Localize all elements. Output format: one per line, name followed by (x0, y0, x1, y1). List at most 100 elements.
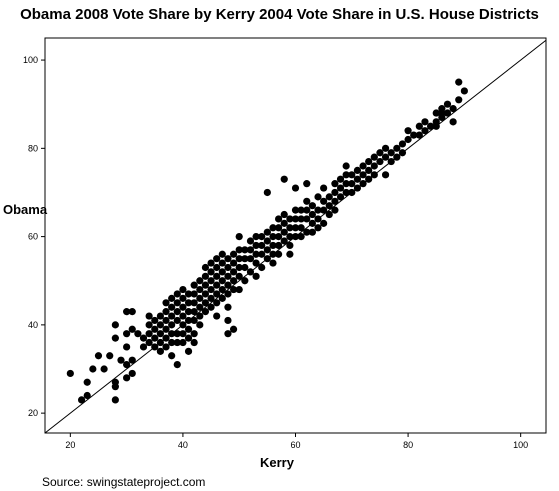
data-point (179, 330, 187, 338)
data-point (207, 277, 215, 285)
data-point (353, 175, 362, 183)
data-point (229, 277, 238, 285)
data-point (381, 171, 390, 179)
y-tick-label: 100 (23, 55, 38, 65)
data-point (303, 215, 311, 223)
data-point (286, 241, 294, 250)
x-tick-label: 80 (403, 440, 413, 450)
data-point (342, 188, 350, 197)
data-point (308, 219, 316, 227)
data-point (336, 175, 345, 183)
data-point (432, 122, 440, 130)
data-point (224, 290, 232, 298)
data-point (207, 294, 215, 302)
data-point (229, 325, 238, 333)
data-point (269, 224, 277, 232)
data-point (348, 171, 356, 179)
data-point (365, 175, 373, 183)
data-point (196, 321, 204, 329)
data-point (398, 149, 407, 157)
data-point (139, 334, 148, 342)
data-point (449, 105, 457, 113)
data-point (331, 188, 339, 197)
data-point (201, 281, 210, 289)
data-point (460, 87, 468, 95)
data-point (156, 330, 164, 338)
data-point (184, 347, 193, 355)
data-point (348, 188, 356, 197)
data-point (184, 325, 193, 333)
data-point (123, 360, 131, 369)
data-point (252, 233, 260, 241)
data-point (213, 299, 221, 307)
data-point (235, 285, 243, 294)
data-point (190, 299, 198, 307)
data-point (314, 215, 322, 223)
source-note: Source: swingstateproject.com (42, 475, 206, 489)
data-point (179, 285, 187, 294)
data-point (218, 259, 226, 267)
data-point (359, 180, 367, 188)
data-point (207, 268, 215, 276)
chart-title: Obama 2008 Vote Share by Kerry 2004 Vote… (20, 6, 539, 23)
data-point (359, 162, 367, 170)
data-point (370, 162, 378, 170)
data-point (168, 303, 176, 311)
data-point (241, 277, 249, 285)
data-point (275, 224, 283, 232)
data-point (376, 149, 384, 157)
data-point (196, 294, 204, 302)
data-point (184, 290, 193, 298)
data-point (151, 325, 159, 333)
data-point (168, 321, 176, 329)
data-point (308, 210, 316, 219)
y-axis-label: Obama (3, 202, 48, 217)
data-point (213, 312, 221, 320)
data-point (213, 281, 221, 289)
data-point (190, 308, 198, 316)
data-point (314, 206, 322, 214)
data-point (241, 263, 249, 272)
data-point (410, 131, 418, 139)
data-point (162, 325, 170, 333)
data-point (280, 219, 288, 227)
data-point (94, 352, 103, 360)
data-point (404, 127, 412, 135)
data-point (168, 312, 176, 320)
data-point (291, 215, 300, 223)
data-point (387, 149, 395, 157)
data-point (218, 250, 226, 258)
data-point (432, 109, 440, 117)
data-point (162, 308, 170, 316)
data-point (196, 277, 204, 285)
data-point (139, 343, 148, 351)
data-point (224, 255, 232, 263)
data-point (128, 369, 136, 378)
data-points (66, 78, 468, 404)
data-point (117, 356, 125, 364)
data-point (297, 215, 305, 223)
data-point (263, 237, 271, 245)
data-point (252, 250, 260, 258)
data-point (348, 180, 356, 188)
data-point (331, 206, 339, 214)
data-point (218, 268, 226, 276)
data-point (376, 157, 384, 166)
data-point (353, 166, 362, 175)
data-point (168, 330, 176, 338)
data-point (342, 162, 350, 170)
data-point (83, 391, 91, 400)
data-point (235, 272, 243, 280)
data-point (229, 259, 238, 267)
data-point (443, 109, 452, 117)
x-tick-label: 100 (513, 440, 528, 450)
data-point (336, 184, 345, 192)
data-point (269, 241, 277, 250)
data-point (196, 312, 204, 320)
x-tick-label: 20 (65, 440, 75, 450)
data-point (229, 268, 238, 276)
x-tick-label: 40 (178, 440, 188, 450)
data-point (173, 316, 181, 325)
data-point (241, 246, 249, 254)
data-point (286, 215, 294, 223)
